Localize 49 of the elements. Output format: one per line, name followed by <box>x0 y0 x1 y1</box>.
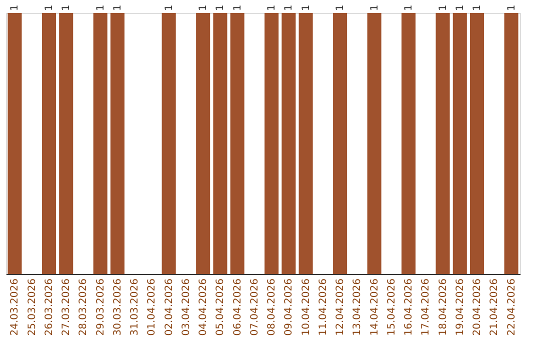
x-tick-label: 10.04.2026 <box>300 278 312 336</box>
x-tick-label: 31.03.2026 <box>130 278 141 336</box>
x-tick-label: 19.04.2026 <box>454 278 466 336</box>
x-tick-label: 01.04.2026 <box>146 278 158 336</box>
data-label: 1 <box>284 4 295 11</box>
data-label: 1 <box>404 4 415 11</box>
x-tick-label: 17.04.2026 <box>420 278 432 336</box>
data-label: 1 <box>112 4 124 11</box>
data-label: 1 <box>266 4 278 11</box>
x-tick-label: 07.04.2026 <box>249 278 260 336</box>
data-label: 1 <box>472 4 484 11</box>
x-tick-label: 27.03.2026 <box>61 278 72 336</box>
data-label: 1 <box>95 4 106 11</box>
data-label: 1 <box>61 4 72 11</box>
data-label: 1 <box>198 4 210 11</box>
x-tick-label: 05.04.2026 <box>215 278 226 336</box>
x-tick-label: 09.04.2026 <box>284 278 295 336</box>
x-tick-label: 04.04.2026 <box>198 278 210 336</box>
x-tick-label: 13.04.2026 <box>352 278 364 336</box>
data-label: 1 <box>438 4 449 11</box>
x-tick-label: 18.04.2026 <box>438 278 449 336</box>
x-tick-label: 11.04.2026 <box>318 278 329 336</box>
x-tick-label: 21.04.2026 <box>489 278 500 336</box>
data-label: 1 <box>454 4 466 11</box>
x-tick-label: 03.04.2026 <box>180 278 192 336</box>
x-tick-label: 30.03.2026 <box>112 278 124 336</box>
data-label: 1 <box>44 4 55 11</box>
x-tick-label: 06.04.2026 <box>232 278 244 336</box>
data-label: 1 <box>369 4 380 11</box>
data-label: 1 <box>335 4 346 11</box>
x-tick-label: 24.03.2026 <box>10 278 21 336</box>
x-tick-label: 28.03.2026 <box>78 278 90 336</box>
data-label: 1 <box>232 4 244 11</box>
x-tick-label: 14.04.2026 <box>369 278 380 336</box>
x-tick-label: 12.04.2026 <box>335 278 346 336</box>
data-label: 1 <box>164 4 175 11</box>
x-tick-label: 22.04.2026 <box>506 278 518 336</box>
x-tick-label: 26.03.2026 <box>44 278 55 336</box>
data-label: 1 <box>506 4 518 11</box>
x-tick-label: 15.04.2026 <box>386 278 398 336</box>
x-tick-label: 25.03.2026 <box>26 278 38 336</box>
x-tick-label: 08.04.2026 <box>266 278 278 336</box>
x-tick-label: 20.04.2026 <box>472 278 484 336</box>
data-label: 1 <box>10 4 21 11</box>
data-label: 1 <box>300 4 312 11</box>
x-tick-label: 02.04.2026 <box>164 278 175 336</box>
x-tick-label: 29.03.2026 <box>95 278 106 336</box>
x-tick-label: 16.04.2026 <box>404 278 415 336</box>
data-label: 1 <box>215 4 226 11</box>
